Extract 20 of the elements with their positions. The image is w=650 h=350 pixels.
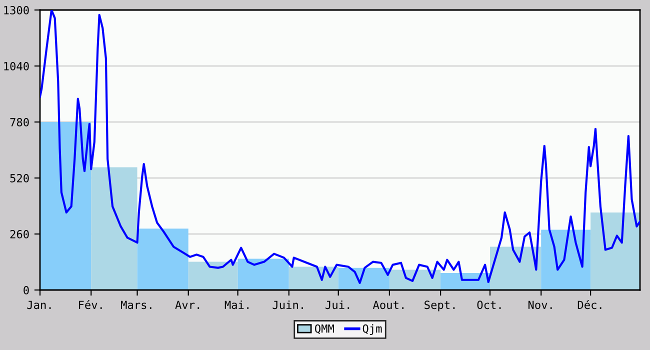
y-tick-label: 260 — [10, 230, 29, 238]
x-tick-label: Fév. — [78, 300, 102, 310]
x-tick-label: Avr. — [175, 300, 200, 309]
x-tick-label: Oct. — [477, 300, 501, 310]
x-tick-label: Sept. — [424, 300, 455, 312]
legend-label: Qjm — [362, 324, 382, 335]
x-tick-label: Mai. — [224, 300, 249, 310]
y-tick-label: 1040 — [4, 62, 29, 70]
y-tick-label: 520 — [10, 174, 29, 182]
x-tick-label: Aout. — [372, 300, 404, 310]
x-tick-label: Jan. — [27, 300, 51, 310]
x-tick-label: Nov. — [528, 300, 552, 310]
x-tick-label: Déc. — [578, 300, 602, 310]
y-tick-label: 1300 — [4, 6, 29, 14]
x-tick-label: Juin. — [272, 300, 303, 310]
y-tick-label: 0 — [24, 286, 29, 294]
legend-label: QMM — [315, 324, 334, 334]
y-tick-label: 780 — [10, 118, 29, 126]
x-tick-label: Jui. — [326, 300, 350, 310]
x-tick-label: Mars. — [120, 300, 152, 310]
